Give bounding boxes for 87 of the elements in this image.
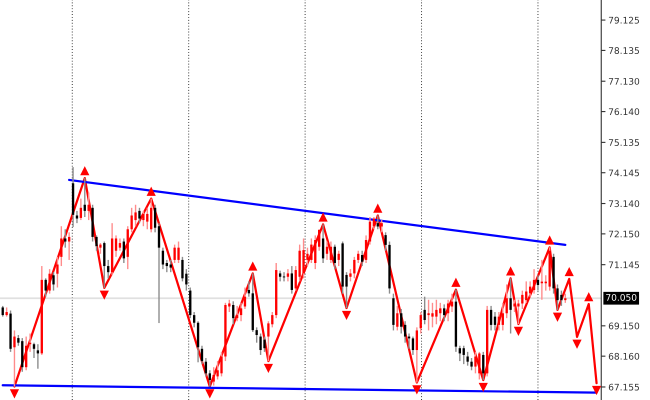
- candlestick: [162, 246, 164, 270]
- y-tick-label: 67.155: [608, 384, 639, 391]
- candlestick: [439, 302, 442, 322]
- candlestick: [396, 305, 398, 332]
- candlestick: [28, 332, 32, 353]
- candlestick: [443, 304, 446, 322]
- candlestick: [400, 308, 402, 334]
- candlestick: [310, 238, 313, 264]
- candlestick: [80, 198, 82, 221]
- candlestick: [357, 250, 360, 264]
- candlestick: [458, 345, 461, 362]
- candlestick: [384, 232, 387, 252]
- y-tick-label: 71.145: [608, 262, 639, 268]
- candlestick: [5, 306, 8, 318]
- candlestick: [478, 351, 481, 380]
- y-tick-label: 77.130: [608, 78, 640, 85]
- candlestick: [528, 280, 532, 298]
- candlestick: [423, 296, 426, 325]
- candlestick: [60, 226, 63, 267]
- candlestick: [68, 232, 70, 261]
- candlestick: [170, 259, 172, 273]
- candlestick: [36, 344, 40, 370]
- candlestick: [2, 305, 4, 318]
- candlestick: [216, 360, 219, 380]
- candlestick: [88, 192, 90, 221]
- candlestick: [521, 290, 524, 310]
- candlestick: [107, 259, 110, 280]
- y-tick-label: 75.135: [608, 139, 639, 146]
- candlestick: [353, 256, 356, 280]
- candlestick: [192, 311, 196, 328]
- candlestick: [506, 284, 508, 319]
- candlestick: [498, 311, 500, 332]
- candlestick: [338, 250, 340, 267]
- candlestick: [326, 240, 328, 261]
- candlestick: [435, 299, 438, 325]
- candlestick: [99, 242, 102, 254]
- candlestick: [208, 370, 211, 388]
- candlestick: [103, 240, 106, 289]
- y-tick-label: 74.145: [608, 170, 639, 176]
- y-tick-label: 73.140: [608, 200, 640, 208]
- candlestick: [322, 224, 324, 264]
- candlestick: [236, 305, 238, 322]
- candlestick: [360, 250, 364, 267]
- candlestick: [256, 326, 258, 344]
- candlestick: [84, 177, 86, 218]
- candlestick: [560, 290, 563, 307]
- y-tick-label: 68.160: [608, 352, 640, 360]
- candlestick: [150, 198, 152, 234]
- candlestick: [462, 345, 465, 365]
- y-tick-label: 69.150: [608, 322, 640, 330]
- candlestick: [509, 278, 512, 334]
- candlestick: [32, 342, 36, 359]
- candlestick: [146, 207, 148, 230]
- candlestick: [564, 292, 566, 304]
- y-tick-label: 78.135: [608, 47, 639, 54]
- candlestick: [25, 336, 28, 371]
- candlestick: [502, 302, 504, 332]
- candlestick: [376, 214, 379, 230]
- y-tick-label: 72.150: [608, 230, 640, 238]
- candlestick: [173, 244, 176, 264]
- candlestick: [259, 332, 262, 356]
- candlestick: [330, 240, 332, 264]
- ref-line-label: 70.050: [606, 294, 636, 301]
- candlestick: [334, 244, 336, 270]
- candlestick: [204, 357, 208, 378]
- candlestick: [142, 210, 145, 227]
- candlestick: [490, 305, 492, 332]
- candlestick: [64, 228, 66, 248]
- candlestick: [248, 280, 250, 298]
- y-tick-label: 76.140: [608, 108, 640, 116]
- candlestick: [446, 299, 450, 322]
- candlestick: [48, 268, 51, 294]
- candlestick: [44, 278, 47, 298]
- candlestick: [482, 351, 484, 381]
- y-tick-label: 79.125: [608, 16, 639, 24]
- candlestick: [466, 351, 469, 366]
- candlestick: [380, 219, 383, 234]
- candlestick: [290, 265, 294, 294]
- candlestick: [416, 326, 418, 384]
- candlestick: [540, 259, 544, 300]
- candlestick: [130, 207, 133, 234]
- candlestick: [232, 300, 234, 325]
- candlestick: [278, 270, 282, 282]
- candlestick: [420, 311, 422, 334]
- candlestick: [408, 332, 410, 350]
- candlestick: [122, 238, 126, 264]
- candlestick: [525, 280, 528, 304]
